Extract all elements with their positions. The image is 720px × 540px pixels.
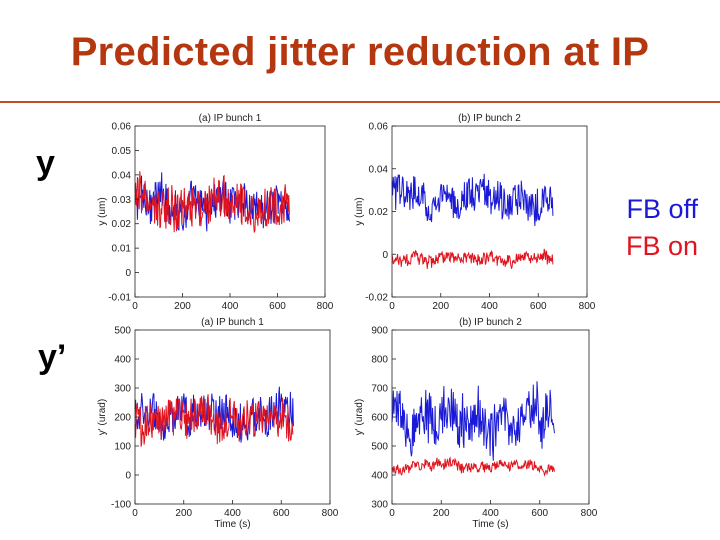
yp-bunch2-ytick-label: 700: [371, 384, 388, 395]
y-bunch1-xtick-label: 400: [222, 301, 239, 312]
yp-bunch2-xtick-label: 0: [389, 508, 395, 519]
yp-bunch1-series-fb-on: [134, 394, 294, 447]
y-bunch1-title: (a) IP bunch 1: [199, 113, 262, 124]
yp-bunch2-title: (b) IP bunch 2: [459, 317, 522, 328]
yp-bunch1-title: (a) IP bunch 1: [201, 317, 264, 328]
y-bunch2-ylabel: y (um): [354, 197, 365, 225]
y-bunch1-ytick-label: -0.01: [108, 293, 131, 304]
y-bunch2-series-fb-off: [391, 173, 554, 227]
y-bunch1-xtick-label: 0: [132, 301, 138, 312]
yp-bunch2-xtick-label: 600: [531, 508, 548, 519]
y-bunch2-plot-frame: [391, 125, 588, 298]
y-bunch1-ytick-label: 0.06: [112, 122, 132, 133]
yp-bunch1-ylabel: y' (urad): [97, 399, 108, 435]
yp-bunch1-ytick-label: -100: [111, 500, 131, 511]
yp-bunch2-ytick-label: 800: [371, 355, 388, 366]
y-bunch1-chart: 0 200 400 600 800-0.0100.010.020.030.040.050…: [97, 113, 334, 312]
yp-bunch1-xlabel: Time (s): [214, 519, 250, 530]
yp-bunch1-ytick-label: 400: [114, 355, 131, 366]
y-bunch2-xtick-label: 200: [432, 301, 449, 312]
y-bunch2-ytick-label: -0.02: [365, 293, 388, 304]
y-bunch2-xtick-label: 800: [579, 301, 596, 312]
y-bunch1-ylabel: y (um): [97, 197, 108, 225]
yp-bunch1-xtick-label: 400: [224, 508, 241, 519]
y-bunch1-ytick-label: 0: [125, 268, 131, 279]
yp-bunch2-xtick-label: 200: [433, 508, 450, 519]
yp-bunch1-ytick-label: 500: [114, 326, 131, 337]
y-bunch2-ytick-label: 0.02: [369, 207, 389, 218]
y-bunch1-ytick-label: 0.04: [112, 170, 132, 181]
yp-bunch1-ytick-label: 200: [114, 413, 131, 424]
yp-bunch1-ytick-label: 300: [114, 384, 131, 395]
yp-bunch2-ytick-label: 600: [371, 413, 388, 424]
y-bunch2-xtick-label: 600: [530, 301, 547, 312]
row-label-y: y: [36, 144, 55, 182]
y-bunch1-ytick-label: 0.02: [112, 219, 132, 230]
y-bunch2-ytick-label: 0.06: [369, 122, 389, 133]
yp-bunch1-xtick-label: 0: [132, 508, 138, 519]
y-bunch1-ytick-label: 0.05: [112, 146, 132, 157]
yp-bunch2-series-fb-off: [391, 381, 555, 461]
yp-bunch2-ytick-label: 400: [371, 471, 388, 482]
yp-bunch2-series-fb-on: [391, 456, 555, 477]
y-bunch1-xtick-label: 200: [174, 301, 191, 312]
yp-bunch2-ytick-label: 900: [371, 326, 388, 337]
y-bunch1-ytick-label: 0.03: [112, 195, 132, 206]
yp-bunch2-xtick-label: 400: [482, 508, 499, 519]
y-bunch2-ytick-label: 0.04: [369, 164, 389, 175]
y-bunch2-xtick-label: 400: [481, 301, 498, 312]
yp-bunch1-xtick-label: 200: [175, 508, 192, 519]
title-divider: [0, 101, 720, 103]
y-bunch2-ytick-label: 0: [382, 250, 388, 261]
yp-bunch1-ytick-label: 100: [114, 442, 131, 453]
slide-title: Predicted jitter reduction at IP: [70, 30, 650, 74]
yp-bunch2-ylabel: y' (urad): [354, 399, 365, 435]
row-label-y-prime: y’: [38, 338, 67, 376]
y-bunch1-xtick-label: 800: [317, 301, 334, 312]
y-bunch2-title: (b) IP bunch 2: [458, 113, 521, 124]
legend-fb-off: FB off: [626, 194, 698, 224]
yp-bunch2-chart: 0 200 400 600 800 300 400 500 600 700 800 900 (b) IP…: [354, 317, 598, 530]
y-bunch2-series-fb-on: [391, 248, 554, 270]
y-bunch1-ytick-label: 0.01: [112, 244, 132, 255]
yp-bunch2-ytick-label: 500: [371, 442, 388, 453]
yp-bunch1-xtick-label: 800: [322, 508, 339, 519]
yp-bunch2-xtick-label: 800: [581, 508, 598, 519]
y-bunch1-xtick-label: 600: [269, 301, 286, 312]
yp-bunch1-xtick-label: 600: [273, 508, 290, 519]
y-bunch1-series-fb-on: [134, 171, 290, 233]
legend-fb-on: FB on: [625, 231, 698, 261]
y-bunch2-xtick-label: 0: [389, 301, 395, 312]
yp-bunch2-ytick-label: 300: [371, 500, 388, 511]
yp-bunch1-ytick-label: 0: [125, 471, 131, 482]
yp-bunch2-xlabel: Time (s): [472, 519, 508, 530]
